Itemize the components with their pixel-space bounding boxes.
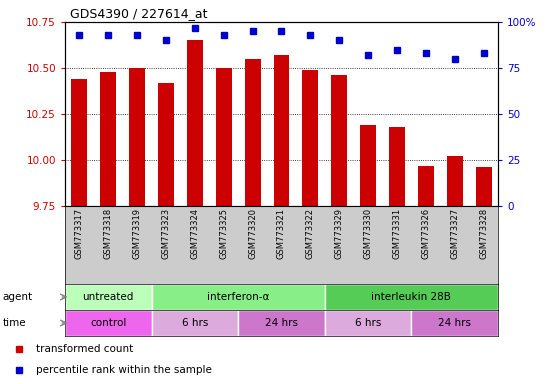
Bar [331,75,347,206]
Bar [65,284,152,310]
Bar [152,284,325,310]
Text: interferon-α: interferon-α [207,292,270,302]
Text: GSM773326: GSM773326 [421,209,430,260]
Bar [100,72,116,206]
Bar [187,40,203,206]
Text: 24 hrs: 24 hrs [265,318,298,328]
Bar [418,166,434,206]
Bar [72,79,87,206]
Text: GSM773327: GSM773327 [450,209,459,260]
Bar [129,68,145,206]
Bar [65,310,152,336]
Bar [476,167,492,206]
Text: control: control [90,318,126,328]
Text: 6 hrs: 6 hrs [355,318,381,328]
Text: transformed count: transformed count [36,344,133,354]
Text: GDS4390 / 227614_at: GDS4390 / 227614_at [70,7,208,20]
Bar [325,284,498,310]
Bar [389,127,405,206]
Text: GSM773317: GSM773317 [75,209,84,260]
Text: 6 hrs: 6 hrs [182,318,208,328]
Text: GSM773325: GSM773325 [219,209,228,259]
Bar [216,68,232,206]
Bar [273,55,289,206]
Bar [302,70,318,206]
Text: agent: agent [3,292,33,302]
Text: interleukin 28B: interleukin 28B [371,292,452,302]
Text: GSM773324: GSM773324 [190,209,200,259]
Text: time: time [3,318,26,328]
Bar [152,310,238,336]
Text: GSM773319: GSM773319 [133,209,142,259]
Text: 24 hrs: 24 hrs [438,318,471,328]
Bar [325,310,411,336]
Text: GSM773328: GSM773328 [479,209,488,260]
Text: GSM773318: GSM773318 [104,209,113,260]
Text: untreated: untreated [82,292,134,302]
Bar [245,59,261,206]
Text: GSM773331: GSM773331 [393,209,402,260]
Text: GSM773330: GSM773330 [364,209,372,260]
Text: GSM773323: GSM773323 [162,209,170,260]
Text: GSM773321: GSM773321 [277,209,286,259]
Text: GSM773320: GSM773320 [248,209,257,259]
Bar [447,156,463,206]
Text: GSM773322: GSM773322 [306,209,315,259]
Text: GSM773329: GSM773329 [335,209,344,259]
Bar [360,125,376,206]
Text: percentile rank within the sample: percentile rank within the sample [36,364,212,375]
Bar [238,310,325,336]
Bar [411,310,498,336]
Bar [158,83,174,206]
